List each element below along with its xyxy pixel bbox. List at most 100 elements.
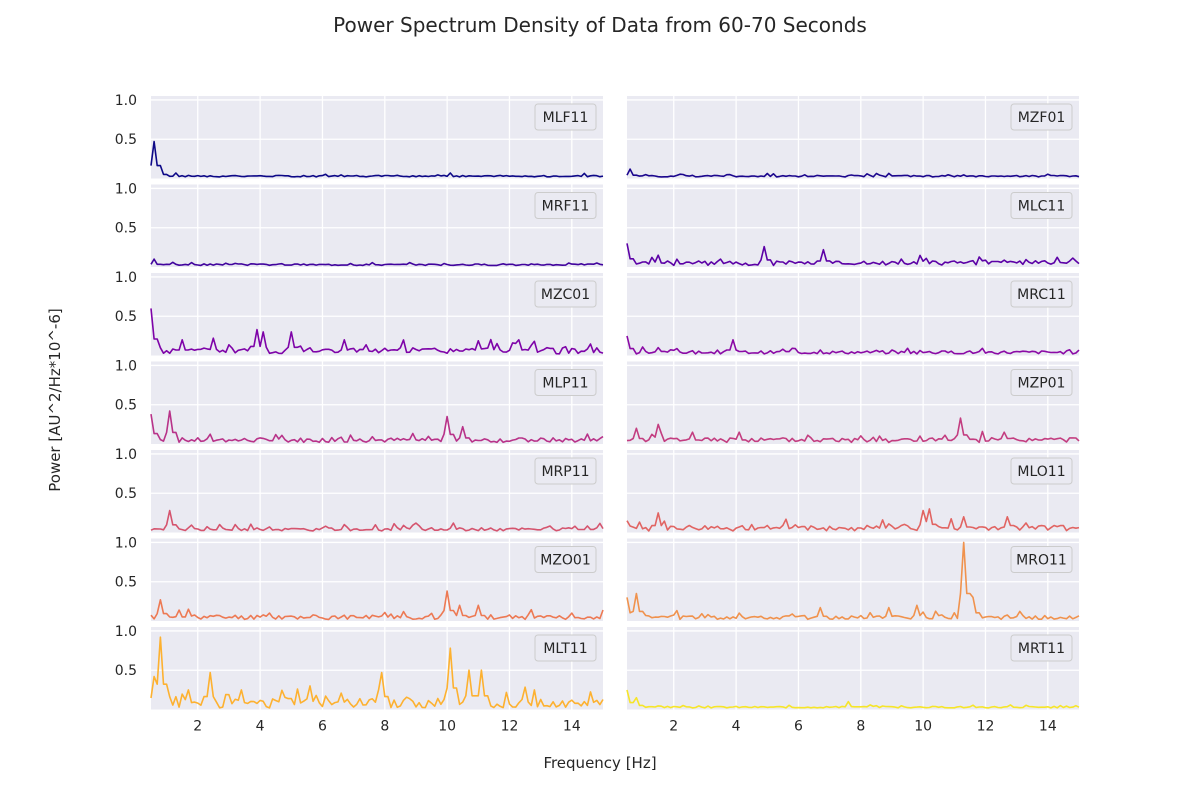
panel-background <box>627 450 1079 533</box>
psd-line-mlf11 <box>150 140 604 178</box>
legend-label: MLO11 <box>1017 464 1065 480</box>
y-tick-label: 0.5 <box>115 309 137 325</box>
psd-line-mlp11 <box>150 410 604 444</box>
legend-box <box>1010 192 1073 219</box>
panel-mrt11: MRT11 2 4 6 8 10 12 14 <box>626 627 1080 735</box>
legend-box <box>534 192 597 219</box>
psd-line-mro11 <box>626 541 1080 621</box>
psd-line-mzo01 <box>150 590 604 621</box>
y-tick-label: 0.5 <box>115 663 137 679</box>
legend-box <box>1010 280 1073 308</box>
legend-box <box>1010 457 1073 485</box>
psd-line-mrf11 <box>150 258 604 267</box>
x-tick-label: 14 <box>563 719 581 735</box>
psd-line-mlt11 <box>150 636 604 709</box>
panel-mzc01: MZC01 0.5 1.0 <box>115 270 604 356</box>
legend-label: MZO01 <box>540 553 591 569</box>
panel-background <box>627 627 1079 710</box>
panel-grid: MLF11 0.5 1.0 MZF01 MRF11 0.5 1.0 MLC11 MZC01 0.5… <box>115 93 1080 735</box>
y-tick-label: 1.0 <box>115 270 137 286</box>
y-tick-label: 0.5 <box>115 132 137 148</box>
panel-mlp11: MLP11 0.5 1.0 <box>115 358 604 444</box>
psd-line-mlo11 <box>626 508 1080 532</box>
panel-mrc11: MRC11 <box>626 273 1080 356</box>
panel-mrp11: MRP11 0.5 1.0 <box>115 447 604 533</box>
panel-mlc11: MLC11 <box>626 184 1080 267</box>
x-tick-label: 2 <box>193 719 202 735</box>
legend-box <box>534 280 597 308</box>
x-tick-label: 4 <box>732 719 741 735</box>
panel-mzf01: MZF01 <box>626 96 1080 179</box>
x-tick-label: 6 <box>318 719 327 735</box>
x-axis-label: Frequency [Hz] <box>543 754 656 772</box>
legend-label: MZC01 <box>541 287 590 303</box>
figure-title: Power Spectrum Density of Data from 60-7… <box>333 13 867 37</box>
x-tick-label: 6 <box>794 719 803 735</box>
legend-box <box>534 457 597 485</box>
panel-mlo11: MLO11 <box>626 450 1080 533</box>
legend-label: MRO11 <box>1016 553 1067 569</box>
y-tick-label: 0.5 <box>115 398 137 414</box>
panel-background <box>151 450 603 533</box>
panel-background <box>627 96 1079 179</box>
x-tick-label: 14 <box>1039 719 1057 735</box>
x-tick-label: 2 <box>669 719 678 735</box>
x-tick-label: 12 <box>501 719 519 735</box>
panel-background <box>627 538 1079 621</box>
x-tick-label: 4 <box>256 719 265 735</box>
legend-label: MRF11 <box>542 199 590 215</box>
y-tick-label: 1.0 <box>115 624 137 640</box>
legend-box <box>534 103 597 131</box>
panel-mzo01: MZO01 0.5 1.0 <box>115 535 604 621</box>
legend-box <box>534 634 597 662</box>
legend-label: MLF11 <box>543 110 589 126</box>
psd-line-mzp01 <box>626 417 1080 444</box>
panel-background <box>627 184 1079 267</box>
legend-box <box>534 369 597 396</box>
legend-label: MRC11 <box>1017 287 1066 303</box>
y-tick-label: 1.0 <box>115 181 137 197</box>
y-tick-label: 0.5 <box>115 486 137 502</box>
panel-background <box>627 273 1079 356</box>
y-tick-label: 1.0 <box>115 447 137 463</box>
legend-box <box>1010 103 1073 131</box>
legend-label: MLP11 <box>542 376 588 392</box>
legend-label: MLC11 <box>1018 199 1065 215</box>
panel-background <box>151 96 603 179</box>
psd-line-mzc01 <box>150 308 604 355</box>
panel-mlf11: MLF11 0.5 1.0 <box>115 93 604 179</box>
legend-label: MLT11 <box>543 641 587 657</box>
panel-mro11: MRO11 <box>626 538 1080 621</box>
legend-label: MZP01 <box>1018 376 1066 392</box>
psd-line-mrc11 <box>626 335 1080 355</box>
psd-line-mzf01 <box>626 168 1080 178</box>
x-tick-label: 10 <box>914 719 932 735</box>
y-tick-label: 1.0 <box>115 535 137 551</box>
panel-background <box>151 538 603 621</box>
y-tick-label: 1.0 <box>115 93 137 109</box>
legend-label: MZF01 <box>1018 110 1066 126</box>
y-tick-label: 0.5 <box>115 575 137 591</box>
legend-label: MRT11 <box>1018 641 1065 657</box>
legend-label: MRP11 <box>541 464 589 480</box>
panel-mrf11: MRF11 0.5 1.0 <box>115 181 604 267</box>
legend-box <box>1010 546 1073 573</box>
panel-background <box>151 361 603 444</box>
panel-background <box>151 273 603 356</box>
psd-line-mlc11 <box>626 243 1080 267</box>
panel-background <box>151 184 603 267</box>
panel-background <box>627 361 1079 444</box>
panel-mzp01: MZP01 <box>626 361 1080 444</box>
legend-box <box>1010 369 1073 396</box>
x-tick-label: 12 <box>977 719 995 735</box>
legend-box <box>1010 634 1073 662</box>
psd-line-mrt11 <box>626 689 1080 709</box>
y-tick-label: 0.5 <box>115 221 137 237</box>
x-tick-label: 10 <box>438 719 456 735</box>
x-tick-label: 8 <box>856 719 865 735</box>
y-axis-label: Power [AU^2/Hz*10^-6] <box>46 308 64 492</box>
y-tick-label: 1.0 <box>115 358 137 374</box>
panel-mlt11: MLT11 0.5 1.0 2 4 6 8 10 12 14 <box>115 624 604 735</box>
x-tick-label: 8 <box>380 719 389 735</box>
